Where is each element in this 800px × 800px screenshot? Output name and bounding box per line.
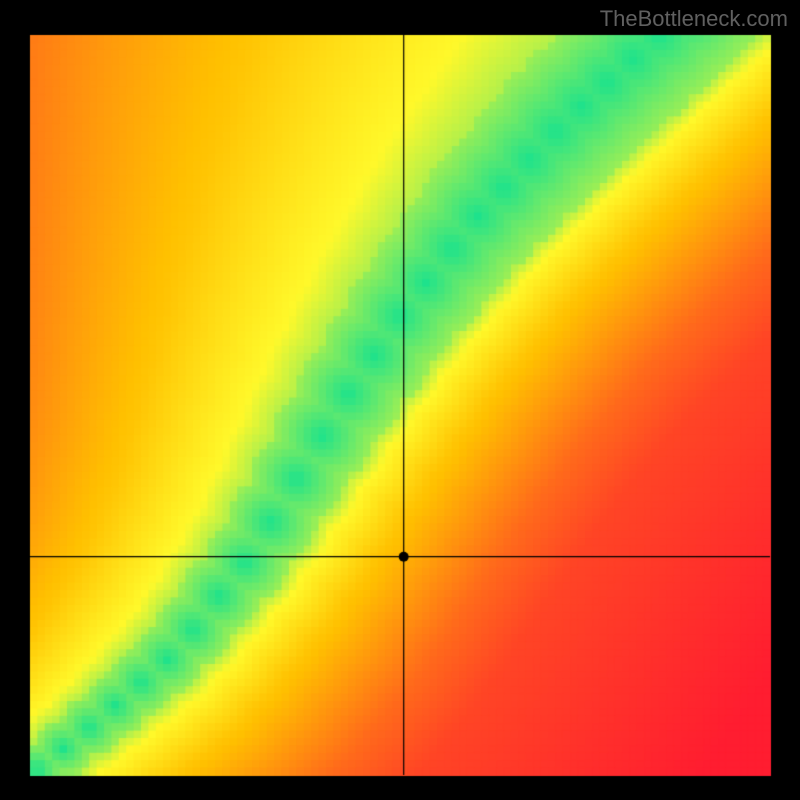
chart-container: TheBottleneck.com [0, 0, 800, 800]
bottleneck-heatmap [0, 0, 800, 800]
watermark-text: TheBottleneck.com [600, 6, 788, 32]
